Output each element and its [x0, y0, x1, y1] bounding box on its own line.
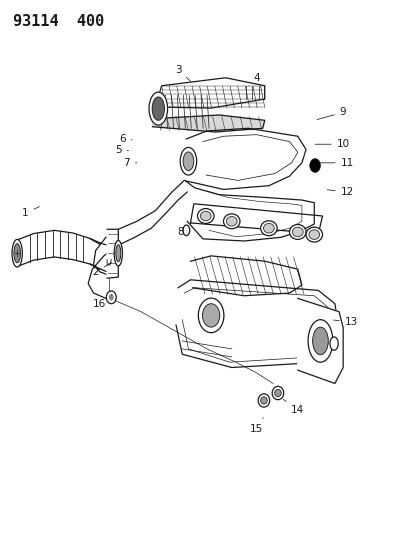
- Polygon shape: [152, 115, 264, 132]
- Ellipse shape: [258, 394, 269, 407]
- Text: 4: 4: [248, 73, 259, 86]
- Ellipse shape: [198, 298, 223, 333]
- Text: 9: 9: [316, 107, 346, 119]
- Ellipse shape: [223, 214, 240, 229]
- Ellipse shape: [271, 386, 283, 400]
- Circle shape: [106, 291, 116, 304]
- Text: 11: 11: [318, 158, 353, 168]
- Polygon shape: [186, 128, 305, 189]
- Ellipse shape: [152, 97, 164, 120]
- Ellipse shape: [308, 230, 319, 239]
- Ellipse shape: [226, 216, 237, 226]
- Text: 13: 13: [333, 317, 357, 327]
- Ellipse shape: [180, 148, 196, 175]
- Ellipse shape: [312, 327, 328, 355]
- Ellipse shape: [14, 244, 21, 263]
- Text: 15: 15: [249, 418, 263, 434]
- Text: 1: 1: [22, 207, 39, 219]
- Polygon shape: [190, 256, 301, 296]
- Ellipse shape: [183, 152, 193, 171]
- Ellipse shape: [263, 223, 273, 233]
- Ellipse shape: [197, 208, 214, 223]
- Ellipse shape: [260, 221, 276, 236]
- Ellipse shape: [274, 389, 280, 397]
- Polygon shape: [107, 229, 118, 278]
- Circle shape: [109, 294, 114, 301]
- Text: 12: 12: [327, 187, 353, 197]
- Text: 8: 8: [176, 227, 186, 237]
- Text: 7: 7: [123, 158, 137, 168]
- Text: 2: 2: [92, 263, 112, 277]
- Text: 93114  400: 93114 400: [13, 14, 104, 29]
- Text: 14: 14: [283, 399, 304, 415]
- Ellipse shape: [114, 240, 122, 266]
- Polygon shape: [155, 78, 264, 108]
- Circle shape: [309, 159, 320, 172]
- Ellipse shape: [202, 304, 219, 327]
- Ellipse shape: [149, 92, 167, 125]
- Text: 10: 10: [314, 139, 349, 149]
- Text: 3: 3: [174, 65, 190, 81]
- Polygon shape: [176, 280, 338, 368]
- Ellipse shape: [260, 397, 267, 404]
- Text: 6: 6: [119, 134, 132, 144]
- Ellipse shape: [307, 320, 332, 362]
- Polygon shape: [190, 204, 322, 233]
- Ellipse shape: [292, 227, 302, 237]
- Polygon shape: [297, 298, 342, 383]
- Ellipse shape: [305, 227, 322, 242]
- Polygon shape: [186, 181, 313, 241]
- Ellipse shape: [200, 211, 211, 221]
- Text: 5: 5: [115, 144, 128, 155]
- Ellipse shape: [329, 337, 337, 350]
- Ellipse shape: [289, 224, 305, 239]
- Ellipse shape: [183, 225, 189, 236]
- Ellipse shape: [116, 245, 121, 262]
- Text: 16: 16: [93, 295, 112, 309]
- Ellipse shape: [12, 239, 22, 267]
